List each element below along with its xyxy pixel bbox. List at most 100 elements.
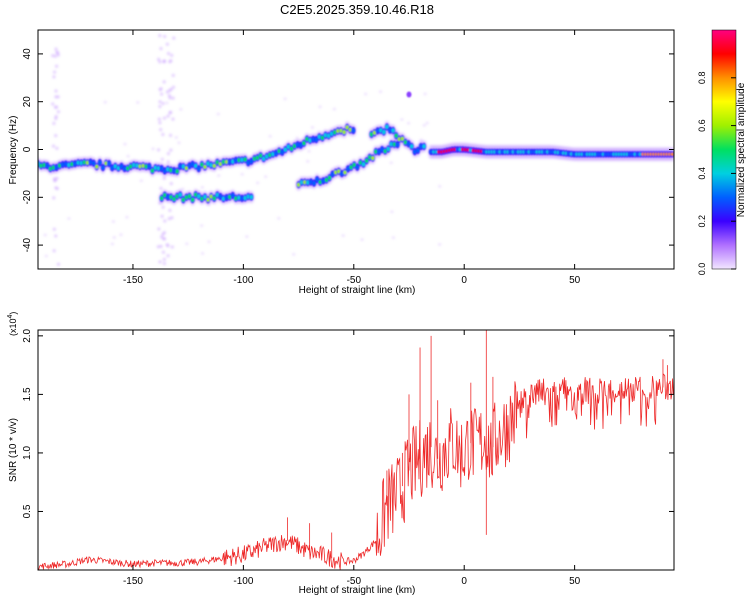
spectrogram-mark bbox=[234, 196, 238, 201]
spectrogram-axes: -150 -100 -50 0 50 -40 -20 0 20 40 bbox=[22, 30, 674, 286]
spectrogram-noise-dot bbox=[422, 124, 426, 127]
snr-ytick-label: 1.0 bbox=[22, 446, 33, 460]
spectrogram-noise-dot bbox=[157, 117, 161, 121]
spectrogram-mark bbox=[318, 180, 322, 185]
spectrogram-noise-dot bbox=[158, 260, 162, 264]
spectrogram-noise-dot bbox=[425, 121, 429, 125]
spectrogram-mark bbox=[343, 170, 347, 175]
snr-series-line bbox=[38, 373, 674, 570]
spectrogram-noise-dot bbox=[55, 50, 59, 54]
colorbar-tick-label: 0.8 bbox=[697, 72, 707, 85]
spectrogram-noise-dot bbox=[159, 87, 163, 91]
spectrogram-noise-dot bbox=[264, 175, 268, 178]
spectrogram-mark bbox=[209, 194, 213, 199]
spectrogram-noise-dot bbox=[166, 114, 170, 118]
spectrogram-noise-dot bbox=[170, 245, 174, 249]
snr-xlabel: Height of straight line (km) bbox=[299, 585, 416, 596]
spectrogram-noise-dot bbox=[139, 179, 143, 182]
spectrogram-mark bbox=[300, 180, 304, 185]
chart-title: C2E5.2025.359.10.46.R18 bbox=[280, 2, 434, 17]
spectrogram-noise-dot bbox=[162, 116, 166, 120]
spectrogram-mark bbox=[262, 156, 266, 161]
spectrogram-noise-dot bbox=[56, 53, 60, 57]
spectrogram-mark bbox=[283, 147, 287, 152]
spectrogram-mark bbox=[345, 125, 349, 130]
spectrogram-mark bbox=[160, 196, 164, 201]
spectrogram-noise-dot bbox=[177, 141, 181, 145]
spectrogram-mark bbox=[166, 167, 170, 172]
spectrogram-noise-dot bbox=[54, 186, 58, 190]
spectrogram-mark bbox=[342, 130, 346, 135]
spectrogram-mark bbox=[371, 156, 375, 161]
spectrogram-noise-dot bbox=[44, 254, 48, 258]
spectrogram-mark bbox=[175, 169, 179, 174]
colorbar-gradient bbox=[711, 29, 737, 270]
spectrogram-noise-dot bbox=[283, 97, 287, 101]
spectrogram-mark bbox=[259, 153, 263, 158]
spectrogram-mark bbox=[190, 162, 195, 167]
spectrogram-noise-dot bbox=[166, 152, 170, 156]
spectrogram-noise-dot bbox=[200, 186, 204, 189]
spectrogram-noise-dot bbox=[53, 179, 57, 183]
spectrogram-mark bbox=[388, 128, 392, 133]
spectrogram-noise-dot bbox=[54, 134, 58, 138]
spectrogram-mark bbox=[311, 137, 315, 142]
spectrogram-noise-dot bbox=[52, 227, 56, 231]
spectrogram-mark bbox=[413, 149, 417, 154]
colorbar-ticks: 0.0 0.2 0.4 0.6 0.8 bbox=[697, 72, 736, 275]
spectrogram-mark bbox=[42, 163, 46, 168]
colorbar: 0.0 0.2 0.4 0.6 0.8 Normalized spectral ampl… bbox=[697, 29, 747, 275]
spectrogram-noise-dot bbox=[172, 36, 176, 40]
spectrogram-noise-dot bbox=[162, 176, 166, 180]
spectrogram-marks bbox=[38, 34, 674, 266]
spectrogram-noise-dot bbox=[54, 117, 58, 121]
spectrogram-mark bbox=[377, 149, 381, 154]
spectrogram-mark bbox=[92, 161, 96, 166]
spectrogram-noise-dot bbox=[407, 121, 411, 125]
colorbar-label: Normalized spectral amplitude bbox=[736, 82, 747, 217]
spectrogram-noise-dot bbox=[360, 238, 364, 241]
spectrogram-mark bbox=[70, 162, 74, 167]
spectrogram-mark bbox=[372, 130, 377, 135]
colorbar-tick-label: 0.2 bbox=[697, 215, 707, 228]
spectrogram-mark bbox=[200, 162, 204, 167]
spectrogram-mark bbox=[187, 194, 192, 199]
spectrogram-mark bbox=[265, 154, 269, 159]
spectrogram-mark bbox=[150, 168, 154, 173]
spectrogram-mark bbox=[308, 138, 312, 143]
snr-multiplier-exponent: 4 bbox=[7, 314, 14, 318]
spectrogram-noise-dot bbox=[200, 224, 204, 227]
spectrogram-noise-dot bbox=[207, 240, 211, 243]
spectrogram-mark bbox=[39, 163, 43, 168]
spectrogram-mark bbox=[67, 162, 71, 167]
spectrogram-mark bbox=[209, 163, 213, 168]
spectrogram-mark bbox=[296, 182, 301, 187]
spectrogram-noise-dot bbox=[43, 233, 47, 237]
spectrogram-mark bbox=[175, 194, 179, 199]
spectrogram-mark bbox=[389, 142, 393, 147]
spectrogram-noise-dot bbox=[157, 57, 161, 61]
snr-xtick-label: 50 bbox=[569, 576, 581, 587]
spectrogram-mark bbox=[280, 150, 284, 155]
spectrogram-noise-dot bbox=[165, 101, 169, 105]
spectrogram-mark bbox=[197, 194, 201, 199]
spectrogram-mark bbox=[336, 129, 340, 134]
spectrogram-noise-dot bbox=[390, 210, 394, 213]
spectrogram-mark bbox=[392, 142, 397, 147]
snr-plot-area bbox=[38, 330, 674, 570]
snr-frame bbox=[37, 329, 675, 571]
spectrogram-mark bbox=[54, 165, 59, 170]
spectrogram-mark bbox=[394, 133, 398, 138]
spectrogram-mark bbox=[406, 141, 411, 146]
spectrogram-mark bbox=[352, 162, 356, 167]
spectrogram-noise-dot bbox=[67, 217, 71, 220]
spectrogram-mark bbox=[355, 165, 359, 170]
spectrogram-noise-dot bbox=[56, 95, 60, 99]
spectrogram-mark bbox=[212, 163, 216, 168]
spectrogram-ylabel: Frequency (Hz) bbox=[8, 116, 19, 185]
spectrogram-noise-dot bbox=[171, 73, 175, 77]
spectrogram-mark bbox=[169, 195, 173, 200]
spectrogram-noise-dot bbox=[162, 257, 166, 261]
spectrogram-mark bbox=[386, 147, 390, 152]
spectrogram-noise-dot bbox=[103, 101, 107, 104]
